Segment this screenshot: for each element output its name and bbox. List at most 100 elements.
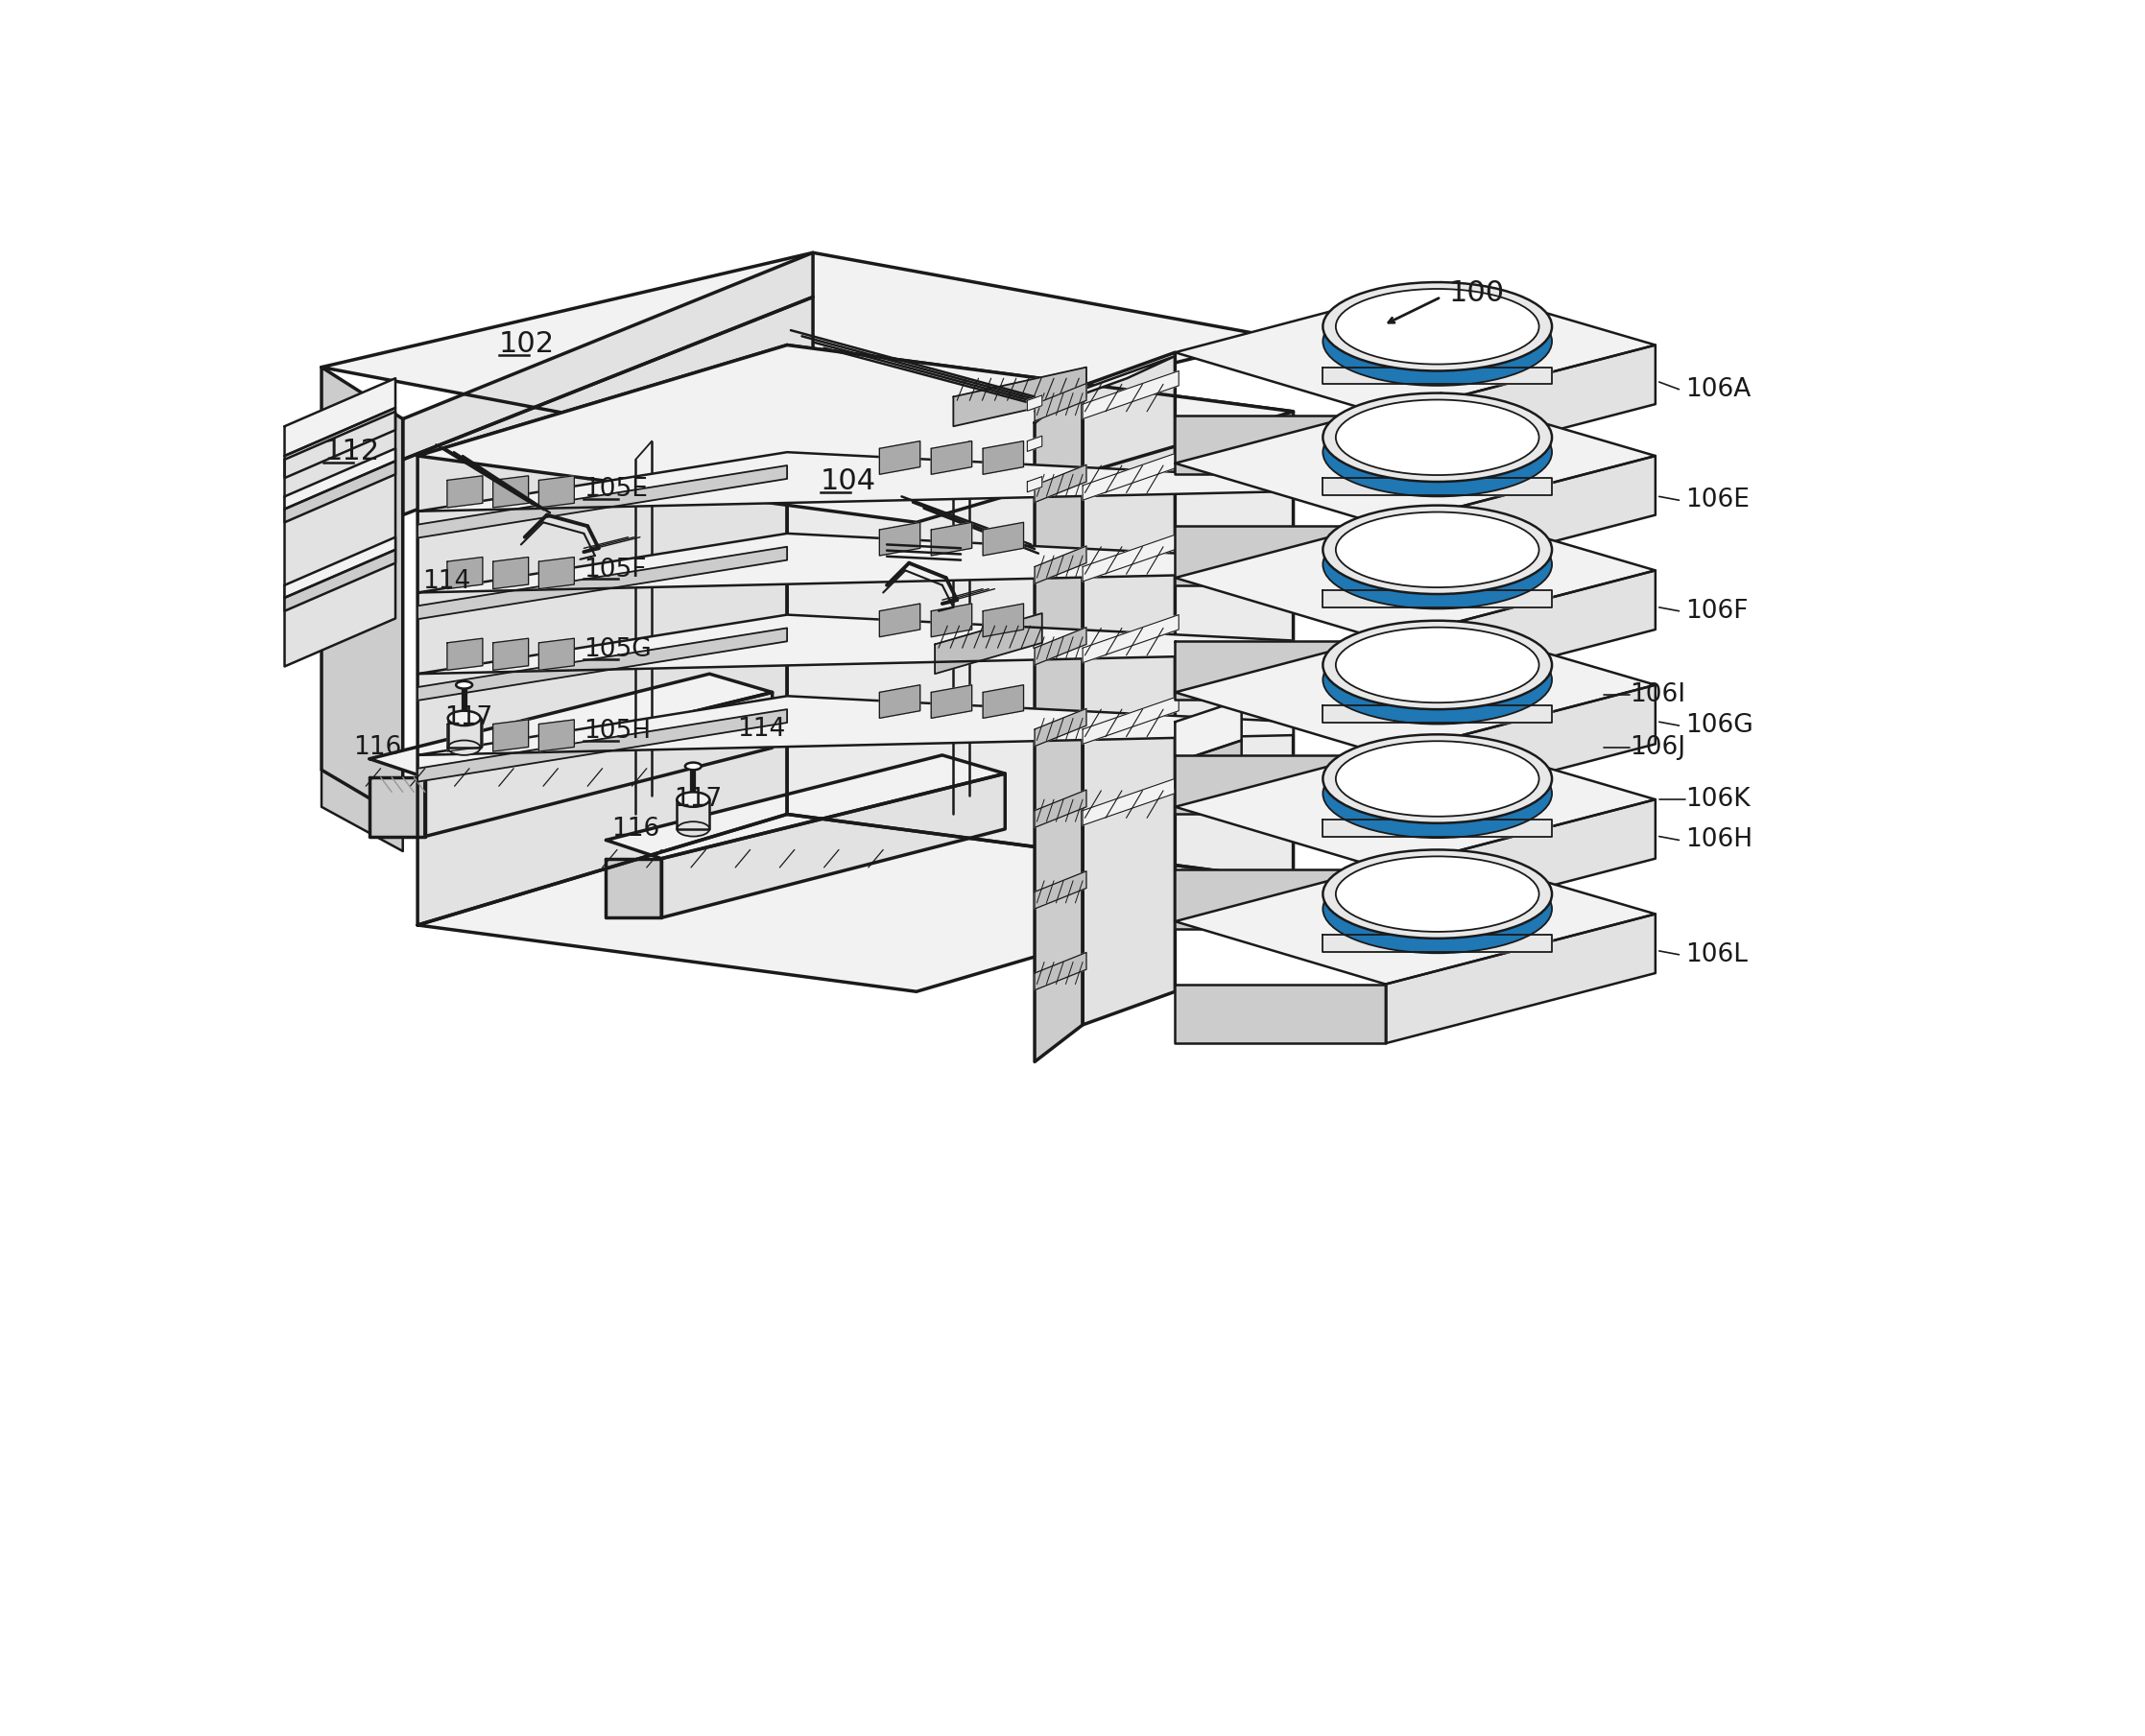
Text: 105H: 105H (583, 719, 652, 745)
Ellipse shape (1336, 512, 1538, 587)
Polygon shape (446, 476, 483, 507)
Text: 106L: 106L (1686, 943, 1748, 967)
Polygon shape (1034, 384, 1085, 422)
Polygon shape (1175, 984, 1386, 1043)
Polygon shape (1386, 686, 1656, 814)
Text: 114: 114 (423, 569, 472, 594)
Polygon shape (322, 769, 403, 851)
Ellipse shape (1323, 750, 1553, 838)
Polygon shape (1386, 457, 1656, 585)
Polygon shape (982, 523, 1023, 556)
Text: 106A: 106A (1686, 377, 1750, 401)
Text: 105F: 105F (583, 557, 648, 582)
Text: 116: 116 (611, 816, 661, 842)
Ellipse shape (1323, 734, 1553, 823)
Polygon shape (1175, 507, 1656, 641)
Polygon shape (879, 604, 920, 637)
Polygon shape (931, 523, 972, 556)
Polygon shape (418, 710, 787, 781)
Polygon shape (446, 557, 483, 589)
Polygon shape (1083, 451, 1180, 500)
Polygon shape (1386, 800, 1656, 929)
Ellipse shape (448, 710, 480, 726)
Polygon shape (1175, 700, 1242, 762)
Text: 106G: 106G (1686, 713, 1752, 738)
Polygon shape (493, 476, 528, 507)
Polygon shape (661, 774, 1006, 918)
Ellipse shape (1323, 297, 1553, 385)
Polygon shape (322, 368, 403, 818)
Polygon shape (446, 639, 483, 670)
Ellipse shape (1323, 283, 1553, 372)
Polygon shape (1034, 385, 1083, 1062)
Ellipse shape (1336, 856, 1538, 932)
Polygon shape (1175, 283, 1656, 415)
Polygon shape (1386, 571, 1656, 700)
Polygon shape (285, 536, 395, 597)
Ellipse shape (678, 792, 710, 807)
Polygon shape (425, 693, 772, 837)
Polygon shape (448, 719, 480, 748)
Polygon shape (952, 368, 1085, 427)
Polygon shape (1323, 590, 1553, 608)
Polygon shape (285, 408, 395, 477)
Polygon shape (1083, 778, 1180, 825)
Polygon shape (1386, 913, 1656, 1043)
Polygon shape (418, 615, 1293, 674)
Text: 117: 117 (674, 786, 723, 812)
Polygon shape (1034, 627, 1085, 665)
Polygon shape (493, 557, 528, 589)
Polygon shape (1034, 871, 1085, 910)
Polygon shape (1175, 755, 1386, 814)
Ellipse shape (684, 762, 701, 769)
Polygon shape (1323, 477, 1553, 495)
Polygon shape (1323, 705, 1553, 722)
Ellipse shape (1336, 288, 1538, 365)
Polygon shape (931, 604, 972, 637)
Polygon shape (418, 547, 787, 620)
Polygon shape (1027, 477, 1042, 491)
Ellipse shape (1323, 621, 1553, 710)
Polygon shape (418, 814, 1293, 991)
Polygon shape (879, 523, 920, 556)
Polygon shape (418, 465, 787, 538)
Polygon shape (1034, 465, 1085, 502)
Polygon shape (322, 253, 1278, 457)
Polygon shape (285, 378, 395, 457)
Text: 105G: 105G (583, 637, 652, 663)
Polygon shape (285, 462, 395, 523)
Polygon shape (935, 613, 1042, 674)
Polygon shape (1175, 526, 1386, 585)
Polygon shape (403, 297, 813, 516)
Polygon shape (403, 253, 813, 460)
Polygon shape (369, 674, 772, 778)
Polygon shape (418, 345, 1293, 523)
Ellipse shape (678, 821, 710, 837)
Ellipse shape (1323, 865, 1553, 953)
Polygon shape (1034, 708, 1085, 746)
Polygon shape (369, 778, 425, 837)
Ellipse shape (1336, 741, 1538, 816)
Polygon shape (446, 720, 483, 752)
Polygon shape (285, 411, 395, 667)
Polygon shape (538, 476, 575, 507)
Polygon shape (982, 686, 1023, 719)
Polygon shape (1323, 934, 1553, 951)
Ellipse shape (448, 740, 480, 755)
Polygon shape (418, 533, 1293, 592)
Ellipse shape (1336, 399, 1538, 476)
Polygon shape (1083, 372, 1180, 418)
Polygon shape (1083, 696, 1180, 745)
Ellipse shape (1323, 521, 1553, 609)
Polygon shape (493, 639, 528, 670)
Polygon shape (931, 686, 972, 719)
Polygon shape (1323, 368, 1553, 384)
Polygon shape (1034, 547, 1085, 583)
Ellipse shape (1323, 505, 1553, 594)
Polygon shape (1034, 356, 1175, 411)
Polygon shape (1175, 392, 1656, 526)
Polygon shape (982, 604, 1023, 637)
Polygon shape (1034, 790, 1085, 828)
Polygon shape (493, 720, 528, 752)
Text: 116: 116 (354, 736, 401, 760)
